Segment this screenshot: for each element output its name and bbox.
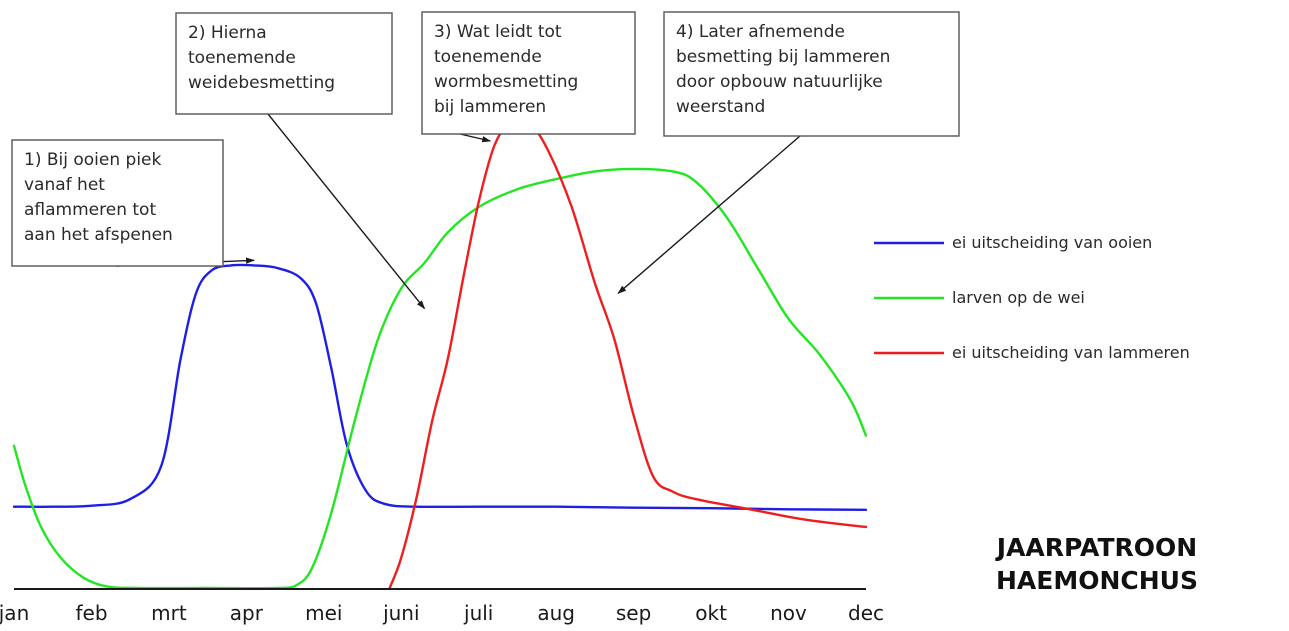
annotation-arrow-2	[267, 113, 426, 310]
annotation-3-line-1: 3) Wat leidt tot	[434, 22, 562, 42]
legend-label-3: ei uitscheiding van lammeren	[952, 343, 1190, 362]
x-tick-label-apr: apr	[230, 601, 264, 625]
legend-label-1: ei uitscheiding van ooien	[952, 233, 1152, 252]
annotation-2-line-3: weidebesmetting	[188, 73, 335, 93]
annotation-3-line-4: bij lammeren	[434, 97, 546, 117]
annotation-box-3	[421, 11, 636, 135]
annotation-1-line-2: vanaf het	[24, 175, 105, 195]
annotation-1-line-1: 1) Bij ooien piek	[24, 150, 162, 170]
annotation-3-line-3: wormbesmetting	[434, 72, 578, 92]
annotation-4: 4) Later afnemende besmetting bij lammere…	[617, 11, 960, 294]
annotation-box-1	[11, 139, 224, 267]
x-tick-label-mei: mei	[305, 601, 342, 625]
annotation-arrow-3	[459, 133, 492, 143]
x-tick-label-feb: feb	[75, 601, 107, 625]
x-tick-label-juni: juni	[382, 601, 419, 625]
series-line-3	[388, 114, 868, 590]
annotation-box-2	[175, 12, 393, 115]
x-tick-label-sep: sep	[616, 601, 651, 625]
annotation-3-line-2: toenemende	[434, 47, 542, 67]
annotation-4-line-1: 4) Later afnemende	[676, 22, 845, 42]
annotation-4-line-2: besmetting bij lammeren	[676, 47, 890, 67]
x-tick-label-jan: jan	[0, 601, 29, 625]
annotation-2-line-2: toenemende	[188, 48, 296, 68]
annotation-2: 2) Hierna toenemende weidebesmetting	[175, 12, 426, 310]
annotation-1-line-4: aan het afspenen	[24, 225, 173, 245]
annotation-3: 3) Wat leidt tot toenemende wormbesmetting…	[421, 11, 636, 143]
x-tick-label-mrt: mrt	[151, 601, 187, 625]
annotation-1: 1) Bij ooien piek vanaf het aflammeren tot…	[11, 139, 255, 267]
x-tick-labels: jan feb mrt apr mei juni juli aug sep okt nov dec	[0, 601, 884, 625]
legend: ei uitscheiding van ooien larven op de we…	[874, 233, 1190, 362]
chart-title-line-2: HAEMONCHUS	[996, 566, 1198, 595]
x-tick-label-dec: dec	[848, 601, 884, 625]
series-line-1	[12, 263, 868, 511]
annotation-4-line-4: weerstand	[676, 97, 765, 117]
annotation-box-4	[663, 11, 960, 137]
annotation-arrow-4	[617, 135, 801, 294]
annotation-4-line-3: door opbouw natuurlijke	[676, 72, 883, 92]
annotation-2-line-1: 2) Hierna	[188, 23, 267, 43]
x-tick-label-nov: nov	[770, 601, 807, 625]
x-tick-label-juli: juli	[463, 601, 493, 625]
annotation-1-line-3: aflammeren tot	[24, 200, 156, 220]
x-tick-label-aug: aug	[537, 601, 575, 625]
chart-title-line-1: JAARPATROON	[995, 533, 1197, 562]
x-tick-label-okt: okt	[695, 601, 727, 625]
legend-label-2: larven op de wei	[952, 288, 1085, 307]
annotations: 1) Bij ooien piek vanaf het aflammeren tot…	[11, 11, 960, 310]
